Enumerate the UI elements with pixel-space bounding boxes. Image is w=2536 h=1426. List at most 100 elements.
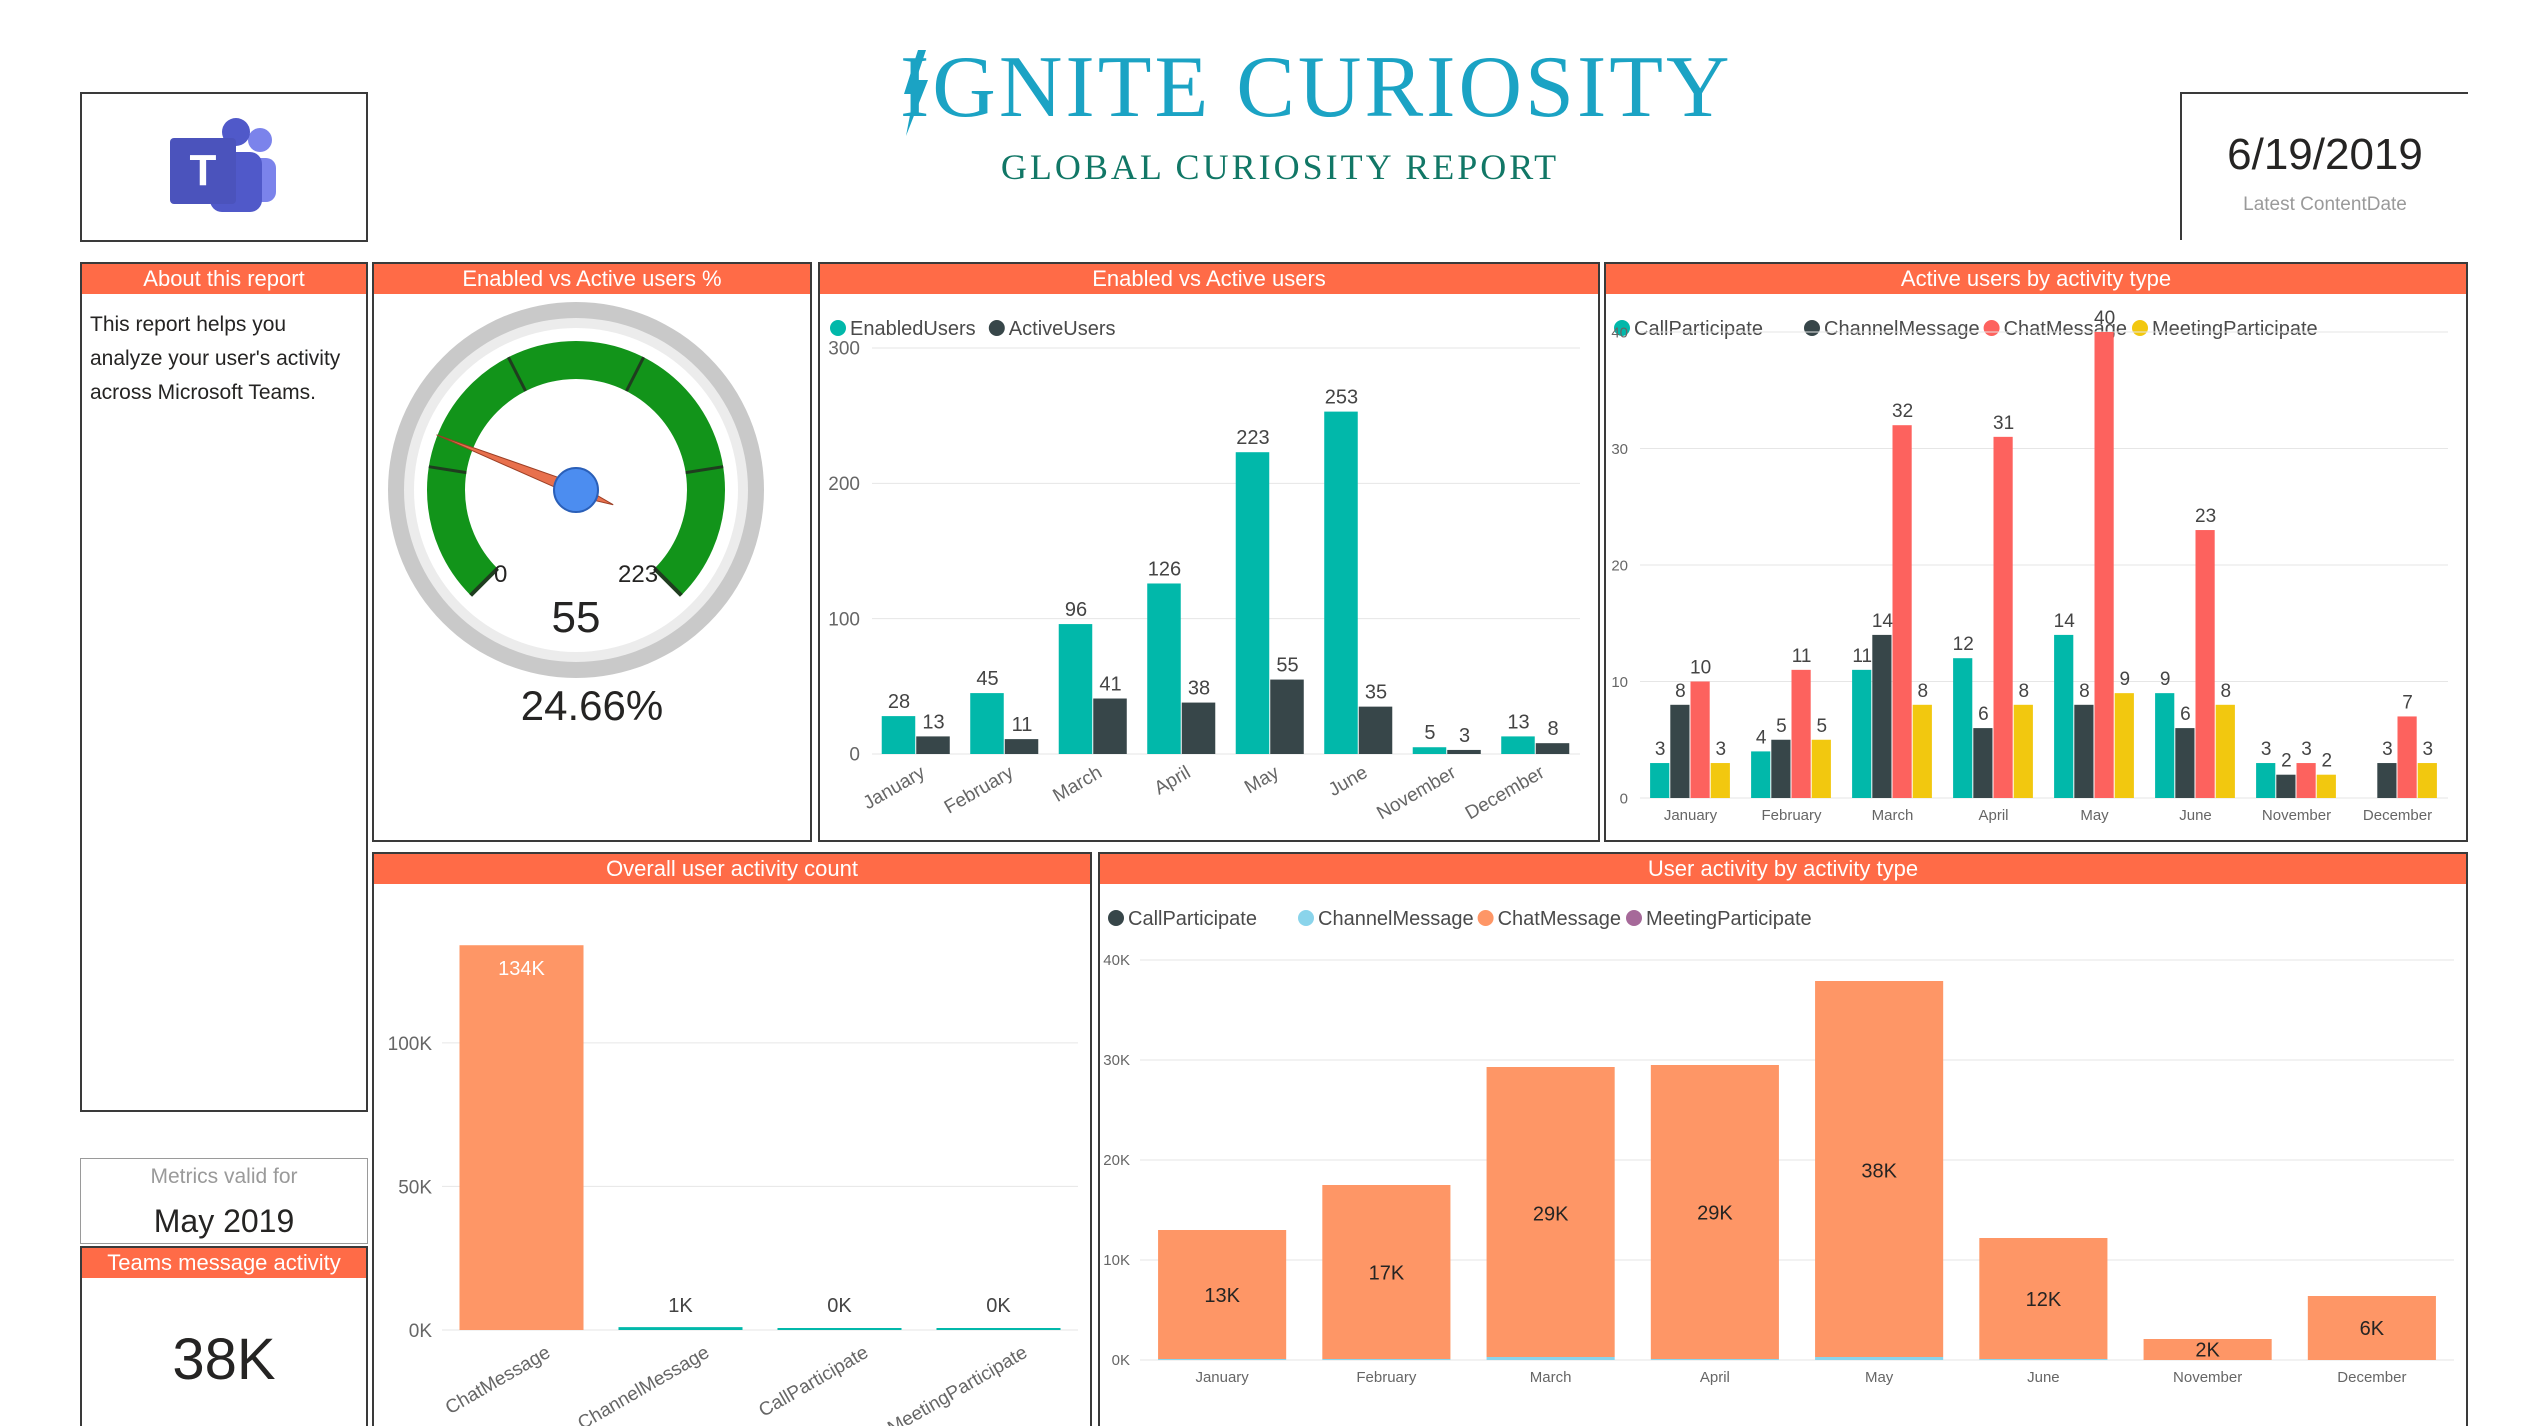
data-label: 3 xyxy=(2382,739,2393,760)
bar-activeusers-june xyxy=(1358,706,1393,754)
y-tick-label: 100 xyxy=(828,609,860,630)
bar-enabledusers-may xyxy=(1235,452,1270,754)
x-tick-label: December xyxy=(2337,1369,2406,1386)
data-label: 9 xyxy=(2120,669,2131,690)
bar-chatmessage-march xyxy=(1892,425,1912,798)
legend-marker-chatmessage xyxy=(1983,320,2000,336)
about-line: across Microsoft Teams. xyxy=(90,381,317,404)
legend-marker-meetingparticipate xyxy=(1626,910,1642,926)
active-by-type-title: Active users by activity type xyxy=(1606,264,2466,294)
bar-chatmessage-february xyxy=(1322,1185,1451,1359)
data-label: 0K xyxy=(986,1295,1011,1317)
bar-meetingparticipate-march xyxy=(1912,704,1932,798)
teams-logo-card: T xyxy=(80,92,368,242)
x-tick-label: MeetingParticipate xyxy=(884,1342,1031,1426)
x-tick-label: January xyxy=(860,762,929,814)
data-label: 10 xyxy=(1690,658,1711,679)
gauge-min-label: 0 xyxy=(494,561,507,588)
legend-label-channelmessage: ChannelMessage xyxy=(1318,908,1474,930)
about-line: This report helps you xyxy=(90,313,287,336)
bar-activeusers-february xyxy=(1004,739,1039,754)
legend-marker-channelmessage xyxy=(1298,910,1314,926)
bar-chatmessage-may xyxy=(1815,981,1944,1357)
x-tick-label: February xyxy=(941,762,1018,818)
bar-meetingparticipate-may xyxy=(2114,693,2134,798)
data-label: 40 xyxy=(2094,308,2115,329)
data-label: 29K xyxy=(1697,1203,1733,1225)
bar-meetingparticipate-june xyxy=(2215,704,2235,798)
gauge-tick xyxy=(625,356,645,392)
activity-by-type-title: User activity by activity type xyxy=(1100,854,2466,884)
data-label: 134K xyxy=(498,958,545,980)
data-label: 3 xyxy=(1716,739,1727,760)
bar-chatmessage-january xyxy=(1158,1230,1287,1359)
data-label: 8 xyxy=(2079,681,2090,702)
y-tick-label: 30 xyxy=(1611,441,1628,458)
data-label: 12K xyxy=(2026,1289,2062,1311)
data-label: 6K xyxy=(2360,1318,2385,1340)
data-label: 23 xyxy=(2195,506,2216,527)
x-tick-label: December xyxy=(2363,807,2432,824)
data-label: 8 xyxy=(2221,681,2232,702)
bar-enabledusers-june xyxy=(1324,411,1358,754)
x-tick-label: April xyxy=(1700,1369,1730,1386)
about-panel: About this report This report helps you … xyxy=(80,262,368,1112)
y-tick-label: 50K xyxy=(398,1177,432,1198)
x-tick-label: May xyxy=(1241,762,1283,798)
legend-label-activeusers: ActiveUsers xyxy=(1009,318,1116,340)
bar-channelmessage-april xyxy=(1650,1359,1779,1360)
bar-channelmessage-january xyxy=(1158,1359,1287,1360)
legend-label-channelmessage: ChannelMessage xyxy=(1824,318,1980,340)
x-tick-label: March xyxy=(1530,1369,1572,1386)
bar-channelmessage-may xyxy=(1815,1357,1944,1360)
x-tick-label: November xyxy=(1373,762,1460,824)
bar-channelmessage-november xyxy=(2276,774,2296,798)
y-tick-label: 0 xyxy=(849,745,860,766)
x-tick-label: November xyxy=(2173,1369,2242,1386)
bar-enabledusers-april xyxy=(1147,583,1181,754)
bar-callparticipate-january xyxy=(1650,763,1670,798)
data-label: 17K xyxy=(1369,1263,1405,1285)
y-tick-label: 10K xyxy=(1103,1252,1130,1269)
bar-chatmessage-april xyxy=(1993,436,2013,798)
data-label: 6 xyxy=(1978,704,1989,725)
data-label: 32 xyxy=(1892,401,1913,422)
bar-channelmessage-march xyxy=(1872,634,1892,798)
bar-channelmessage-february xyxy=(1322,1359,1451,1360)
data-label: 3 xyxy=(2261,739,2272,760)
overall-activity-title: Overall user activity count xyxy=(374,854,1090,884)
y-tick-label: 100K xyxy=(388,1034,433,1055)
bar-enabledusers-february xyxy=(970,693,1004,754)
gauge-tick xyxy=(653,567,683,597)
data-label: 35 xyxy=(1365,682,1387,704)
y-tick-label: 40 xyxy=(1611,324,1628,341)
y-tick-label: 300 xyxy=(828,339,860,360)
bar-chatmessage-december xyxy=(2307,1296,2436,1360)
data-label: 11 xyxy=(1792,646,1812,667)
enabled-active-title: Enabled vs Active users xyxy=(820,264,1598,294)
metrics-caption: Metrics valid for xyxy=(150,1165,298,1188)
bar-activeusers-december xyxy=(1535,743,1570,754)
legend-marker-callparticipate xyxy=(1614,320,1630,336)
bar-chatmessage-june xyxy=(2195,530,2215,798)
active-by-type-panel: Active users by activity type CallPartic… xyxy=(1604,262,2468,842)
legend-marker-channelmessage xyxy=(1804,320,1820,336)
message-activity-title: Teams message activity xyxy=(82,1248,366,1278)
data-label: 223 xyxy=(1236,427,1269,449)
teams-logo-icon: T xyxy=(170,116,280,220)
x-tick-label: April xyxy=(1978,807,2008,824)
bar-chatmessage-november xyxy=(2143,1339,2272,1360)
bar-chatmessage-march xyxy=(1486,1067,1615,1357)
gauge-tick xyxy=(685,465,724,475)
metrics-value: May 2019 xyxy=(153,1203,295,1239)
enabled-active-chart: EnabledUsers ActiveUsers 0 100 200 300 28 13 Jan… xyxy=(828,318,1580,824)
gauge-arc xyxy=(427,341,725,596)
x-tick-label: March xyxy=(1050,762,1106,807)
gauge-tick xyxy=(469,567,499,597)
bar-activeusers-january xyxy=(916,736,950,754)
overall-activity-panel: Overall user activity count 0K 50K 100K 134… xyxy=(372,852,1092,1426)
data-label: 0K xyxy=(827,1295,852,1317)
data-label: 38 xyxy=(1188,678,1210,700)
message-activity-value: 38K xyxy=(172,1327,276,1392)
legend-marker-activeusers xyxy=(988,320,1005,336)
